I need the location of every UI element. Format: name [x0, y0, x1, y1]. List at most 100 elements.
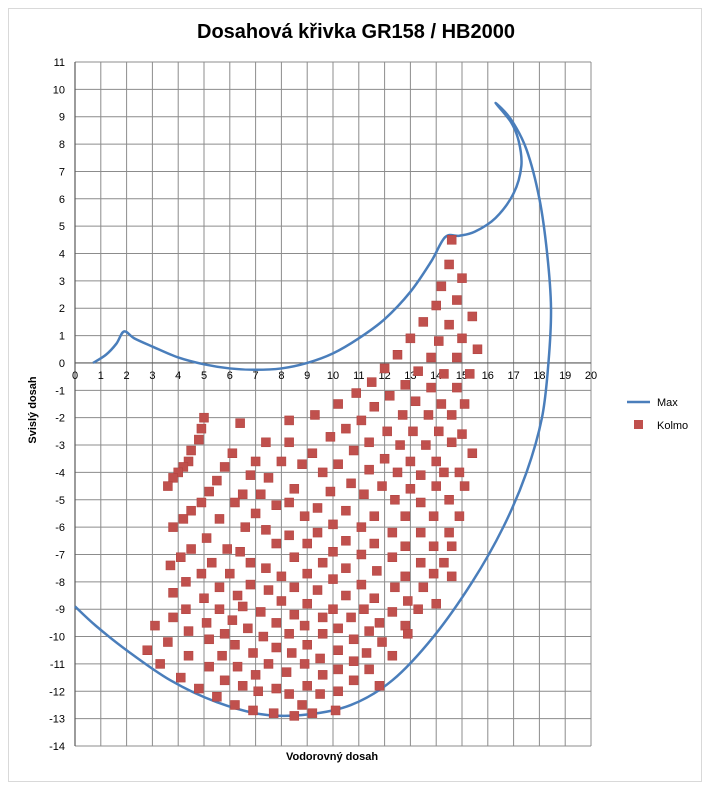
kolmo-point — [248, 705, 258, 716]
y-tick-label: 10 — [53, 84, 65, 96]
kolmo-point — [155, 659, 165, 669]
kolmo-point — [405, 484, 416, 494]
kolmo-point — [225, 568, 235, 579]
kolmo-point — [212, 475, 222, 486]
kolmo-point — [436, 399, 447, 409]
y-tick-label: 5 — [59, 221, 65, 233]
x-tick-label: 16 — [482, 370, 494, 382]
kolmo-point — [230, 497, 240, 508]
kolmo-point — [359, 489, 369, 500]
y-tick-label: -14 — [49, 741, 65, 753]
kolmo-point — [245, 579, 256, 590]
kolmo-point — [452, 352, 462, 363]
kolmo-point — [163, 481, 173, 491]
x-tick-label: 9 — [304, 370, 310, 382]
kolmo-point — [299, 620, 310, 631]
kolmo-point — [284, 415, 294, 426]
kolmo-point — [214, 604, 225, 614]
y-tick-label: -12 — [49, 686, 65, 698]
kolmo-point — [281, 667, 292, 677]
y-tick-label: -13 — [49, 714, 65, 726]
kolmo-point — [374, 618, 385, 628]
y-tick-label: 6 — [59, 194, 65, 206]
kolmo-point — [253, 686, 263, 697]
grid — [74, 61, 592, 747]
kolmo-point — [204, 634, 214, 645]
kolmo-point — [434, 426, 444, 437]
kolmo-point — [217, 650, 227, 661]
kolmo-point — [299, 659, 310, 669]
kolmo-point — [214, 514, 225, 524]
kolmo-point — [286, 648, 297, 658]
kolmo-point — [346, 478, 356, 489]
kolmo-point — [328, 604, 338, 614]
y-tick-label: -8 — [55, 577, 65, 589]
kolmo-point — [289, 609, 300, 620]
x-tick-label: 8 — [278, 370, 284, 382]
kolmo-point — [317, 670, 328, 680]
kolmo-point — [250, 456, 261, 467]
kolmo-point — [307, 708, 318, 718]
kolmo-point — [387, 552, 398, 562]
kolmo-point — [400, 571, 410, 582]
kolmo-point — [325, 432, 336, 442]
kolmo-point — [379, 363, 390, 374]
series-max-path — [74, 101, 553, 718]
kolmo-point — [341, 590, 351, 601]
kolmo-point — [271, 642, 281, 653]
kolmo-point — [415, 497, 426, 508]
kolmo-point — [387, 527, 398, 538]
x-tick-label: 3 — [149, 370, 155, 382]
kolmo-point — [176, 672, 186, 683]
kolmo-point — [315, 689, 325, 699]
kolmo-point — [237, 681, 248, 691]
kolmo-point — [317, 629, 328, 639]
y-tick-label: -7 — [55, 549, 65, 561]
kolmo-point — [418, 582, 429, 593]
kolmo-point — [390, 495, 400, 505]
kolmo-point — [302, 681, 312, 691]
kolmo-point — [307, 448, 318, 458]
kolmo-point — [356, 415, 367, 426]
kolmo-point — [348, 656, 359, 666]
kolmo-point — [230, 700, 240, 710]
kolmo-point — [256, 607, 266, 617]
kolmo-point — [235, 546, 245, 557]
kolmo-point — [302, 640, 312, 650]
kolmo-point — [403, 629, 413, 639]
kolmo-point — [387, 650, 398, 661]
kolmo-point — [276, 571, 287, 582]
kolmo-point — [312, 527, 323, 538]
kolmo-point — [194, 683, 204, 694]
kolmo-point — [446, 541, 457, 552]
kolmo-point — [446, 437, 457, 448]
kolmo-point — [168, 588, 178, 598]
kolmo-point — [201, 618, 212, 628]
y-tick-label: 2 — [59, 303, 65, 315]
kolmo-point — [328, 519, 338, 530]
legend-max-label: Max — [657, 397, 678, 409]
kolmo-point — [400, 380, 410, 390]
kolmo-point — [315, 653, 325, 664]
kolmo-point — [333, 664, 343, 675]
kolmo-point — [444, 527, 454, 538]
kolmo-point — [348, 445, 359, 456]
kolmo-point — [454, 467, 465, 478]
kolmo-point — [364, 464, 374, 475]
kolmo-point — [325, 486, 336, 497]
kolmo-point — [183, 650, 194, 661]
kolmo-point — [444, 495, 454, 505]
kolmo-point — [150, 620, 160, 631]
kolmo-point — [271, 538, 281, 549]
kolmo-point — [230, 640, 240, 650]
y-tick-label: -1 — [55, 385, 65, 397]
y-tick-label: -2 — [55, 413, 65, 425]
kolmo-point — [235, 418, 245, 428]
kolmo-point — [199, 412, 209, 423]
kolmo-point — [227, 448, 238, 458]
kolmo-point — [439, 557, 449, 568]
kolmo-point — [258, 631, 269, 642]
kolmo-point — [457, 333, 467, 344]
kolmo-point — [351, 388, 361, 398]
kolmo-point — [312, 585, 323, 595]
